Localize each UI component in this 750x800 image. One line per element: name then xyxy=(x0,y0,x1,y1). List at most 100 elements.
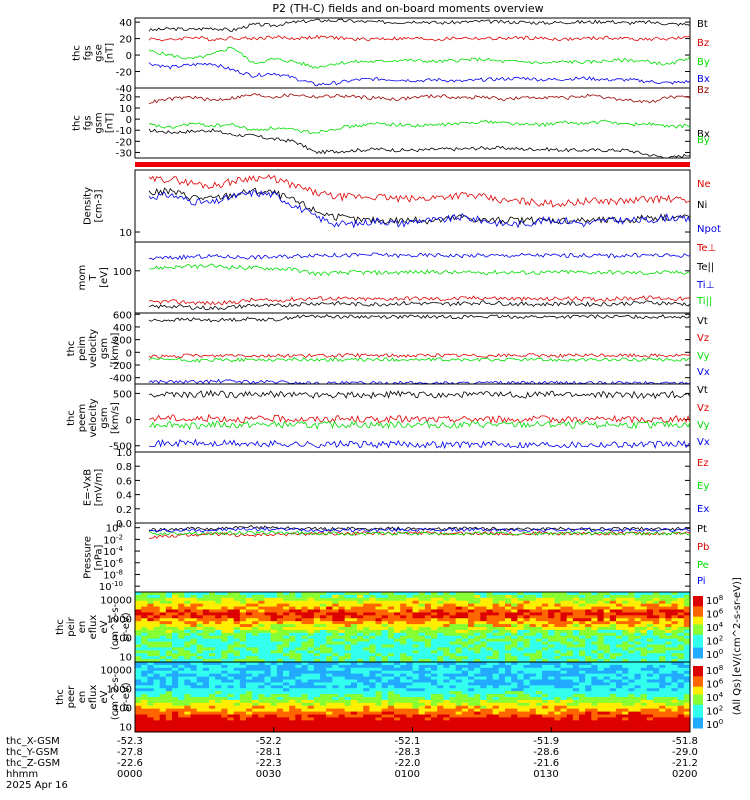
spectrogram-cell xyxy=(387,720,395,724)
spectrogram-cell xyxy=(326,717,333,721)
spectrogram-cell xyxy=(677,612,685,616)
spectrogram-cell xyxy=(603,673,611,678)
spectrogram-cell xyxy=(492,685,500,689)
spectrogram-cell xyxy=(159,717,167,721)
spectrogram-cell xyxy=(640,635,648,640)
spectrogram-cell xyxy=(320,670,327,675)
spectrogram-cell xyxy=(461,635,469,640)
spectrogram-cell xyxy=(585,641,592,645)
spectrogram-cell xyxy=(227,609,235,613)
spectrogram-cell xyxy=(153,711,161,715)
spectrogram-cell xyxy=(542,621,549,625)
spectrogram-cell xyxy=(363,667,370,672)
spectrogram-cell xyxy=(609,600,617,605)
colorbar-label: [eV/(cm^2-s-sr-eV)] xyxy=(732,577,743,677)
x-axis-value: -29.0 xyxy=(672,747,698,758)
y-tick-label: 40 xyxy=(119,18,132,29)
spectrogram-cell xyxy=(449,656,457,660)
spectrogram-cell xyxy=(424,644,432,648)
spectrogram-cell xyxy=(196,612,204,616)
spectrogram-cell xyxy=(628,632,635,637)
spectrogram-cell xyxy=(394,600,401,605)
spectrogram-cell xyxy=(591,632,598,637)
spectrogram-cell xyxy=(443,632,450,637)
x-axis-row-label: thc_Y-GSM xyxy=(6,747,58,758)
spectrogram-cell xyxy=(153,597,161,602)
spectrogram-cell xyxy=(258,708,265,713)
spectrogram-cell xyxy=(332,699,339,704)
spectrogram-cell xyxy=(369,667,376,672)
spectrogram-cell xyxy=(270,697,278,701)
spectrogram-cell xyxy=(289,629,296,634)
spectrogram-cell xyxy=(276,594,284,599)
spectrogram-cell xyxy=(474,662,481,666)
spectrogram-cell xyxy=(486,702,494,707)
spectrogram-cell xyxy=(276,699,284,704)
spectrogram-cell xyxy=(258,600,265,605)
spectrogram-cell xyxy=(196,603,204,608)
spectrogram-cell xyxy=(591,592,598,596)
spectrogram-cell xyxy=(505,609,512,613)
spectrogram-cell xyxy=(424,638,432,643)
spectrogram-cell xyxy=(363,644,370,648)
spectrogram-cell xyxy=(338,688,346,692)
spectrogram-cell xyxy=(505,688,512,692)
spectrogram-cell xyxy=(375,699,383,704)
spectrogram-cell xyxy=(221,662,228,666)
spectrogram-cell xyxy=(591,720,598,724)
spectrogram-cell xyxy=(363,679,370,683)
spectrogram-cell xyxy=(252,720,259,724)
spectrogram-cell xyxy=(677,618,685,622)
spectrogram-cell xyxy=(178,624,185,628)
spectrogram-cell xyxy=(505,676,512,680)
spectrogram-cell xyxy=(221,714,228,718)
spectrogram-cell xyxy=(616,711,623,715)
spectrogram-cell xyxy=(264,711,272,715)
spectrogram-cell xyxy=(646,699,654,704)
spectrogram-cell xyxy=(622,705,629,710)
spectrogram-cell xyxy=(258,632,265,637)
spectrogram-cell xyxy=(326,688,333,692)
spectrogram-cell xyxy=(239,702,247,707)
spectrogram-cell xyxy=(202,600,210,605)
spectrogram-cell xyxy=(597,699,605,704)
spectrogram-cell xyxy=(640,606,648,610)
spectrogram-cell xyxy=(505,685,512,689)
spectrogram-cell xyxy=(597,717,605,721)
spectrogram-cell xyxy=(585,717,592,721)
spectrogram-cell xyxy=(227,594,235,599)
y-tick-label: 10000 xyxy=(100,666,132,677)
spectrogram-cell xyxy=(165,711,173,715)
spectrogram-cell xyxy=(424,685,432,689)
spectrogram-cell xyxy=(418,618,426,622)
spectrogram-cell xyxy=(196,609,204,613)
spectrogram-cell xyxy=(178,600,185,605)
spectrogram-cell xyxy=(505,702,512,707)
spectrogram-cell xyxy=(424,662,432,666)
spectrogram-cell xyxy=(505,635,512,640)
spectrogram-cell xyxy=(548,618,555,622)
spectrogram-cell xyxy=(449,592,457,596)
spectrogram-cell xyxy=(276,664,284,669)
spectrogram-cell xyxy=(320,708,327,713)
spectrogram-cell xyxy=(135,670,142,675)
spectrogram-cell xyxy=(535,650,543,654)
spectrogram-cell xyxy=(646,644,654,648)
y-tick-label: 10-8 xyxy=(103,568,123,581)
spectrogram-cell xyxy=(289,606,296,610)
spectrogram-cell xyxy=(159,635,167,640)
colorbar-cell xyxy=(693,720,703,724)
spectrogram-cell xyxy=(492,638,500,643)
spectrogram-cell xyxy=(523,615,531,619)
spectrogram-cell xyxy=(548,670,555,675)
spectrogram-cell xyxy=(628,688,635,692)
spectrogram-cell xyxy=(566,653,574,657)
spectrogram-cell xyxy=(498,629,506,634)
spectrogram-cell xyxy=(178,667,185,672)
spectrogram-cell xyxy=(227,632,235,637)
x-axis-value: 0200 xyxy=(672,769,697,780)
spectrogram-cell xyxy=(529,656,537,660)
spectrogram-cell xyxy=(289,659,296,663)
spectrogram-cell xyxy=(387,702,395,707)
spectrogram-cell xyxy=(659,603,666,608)
